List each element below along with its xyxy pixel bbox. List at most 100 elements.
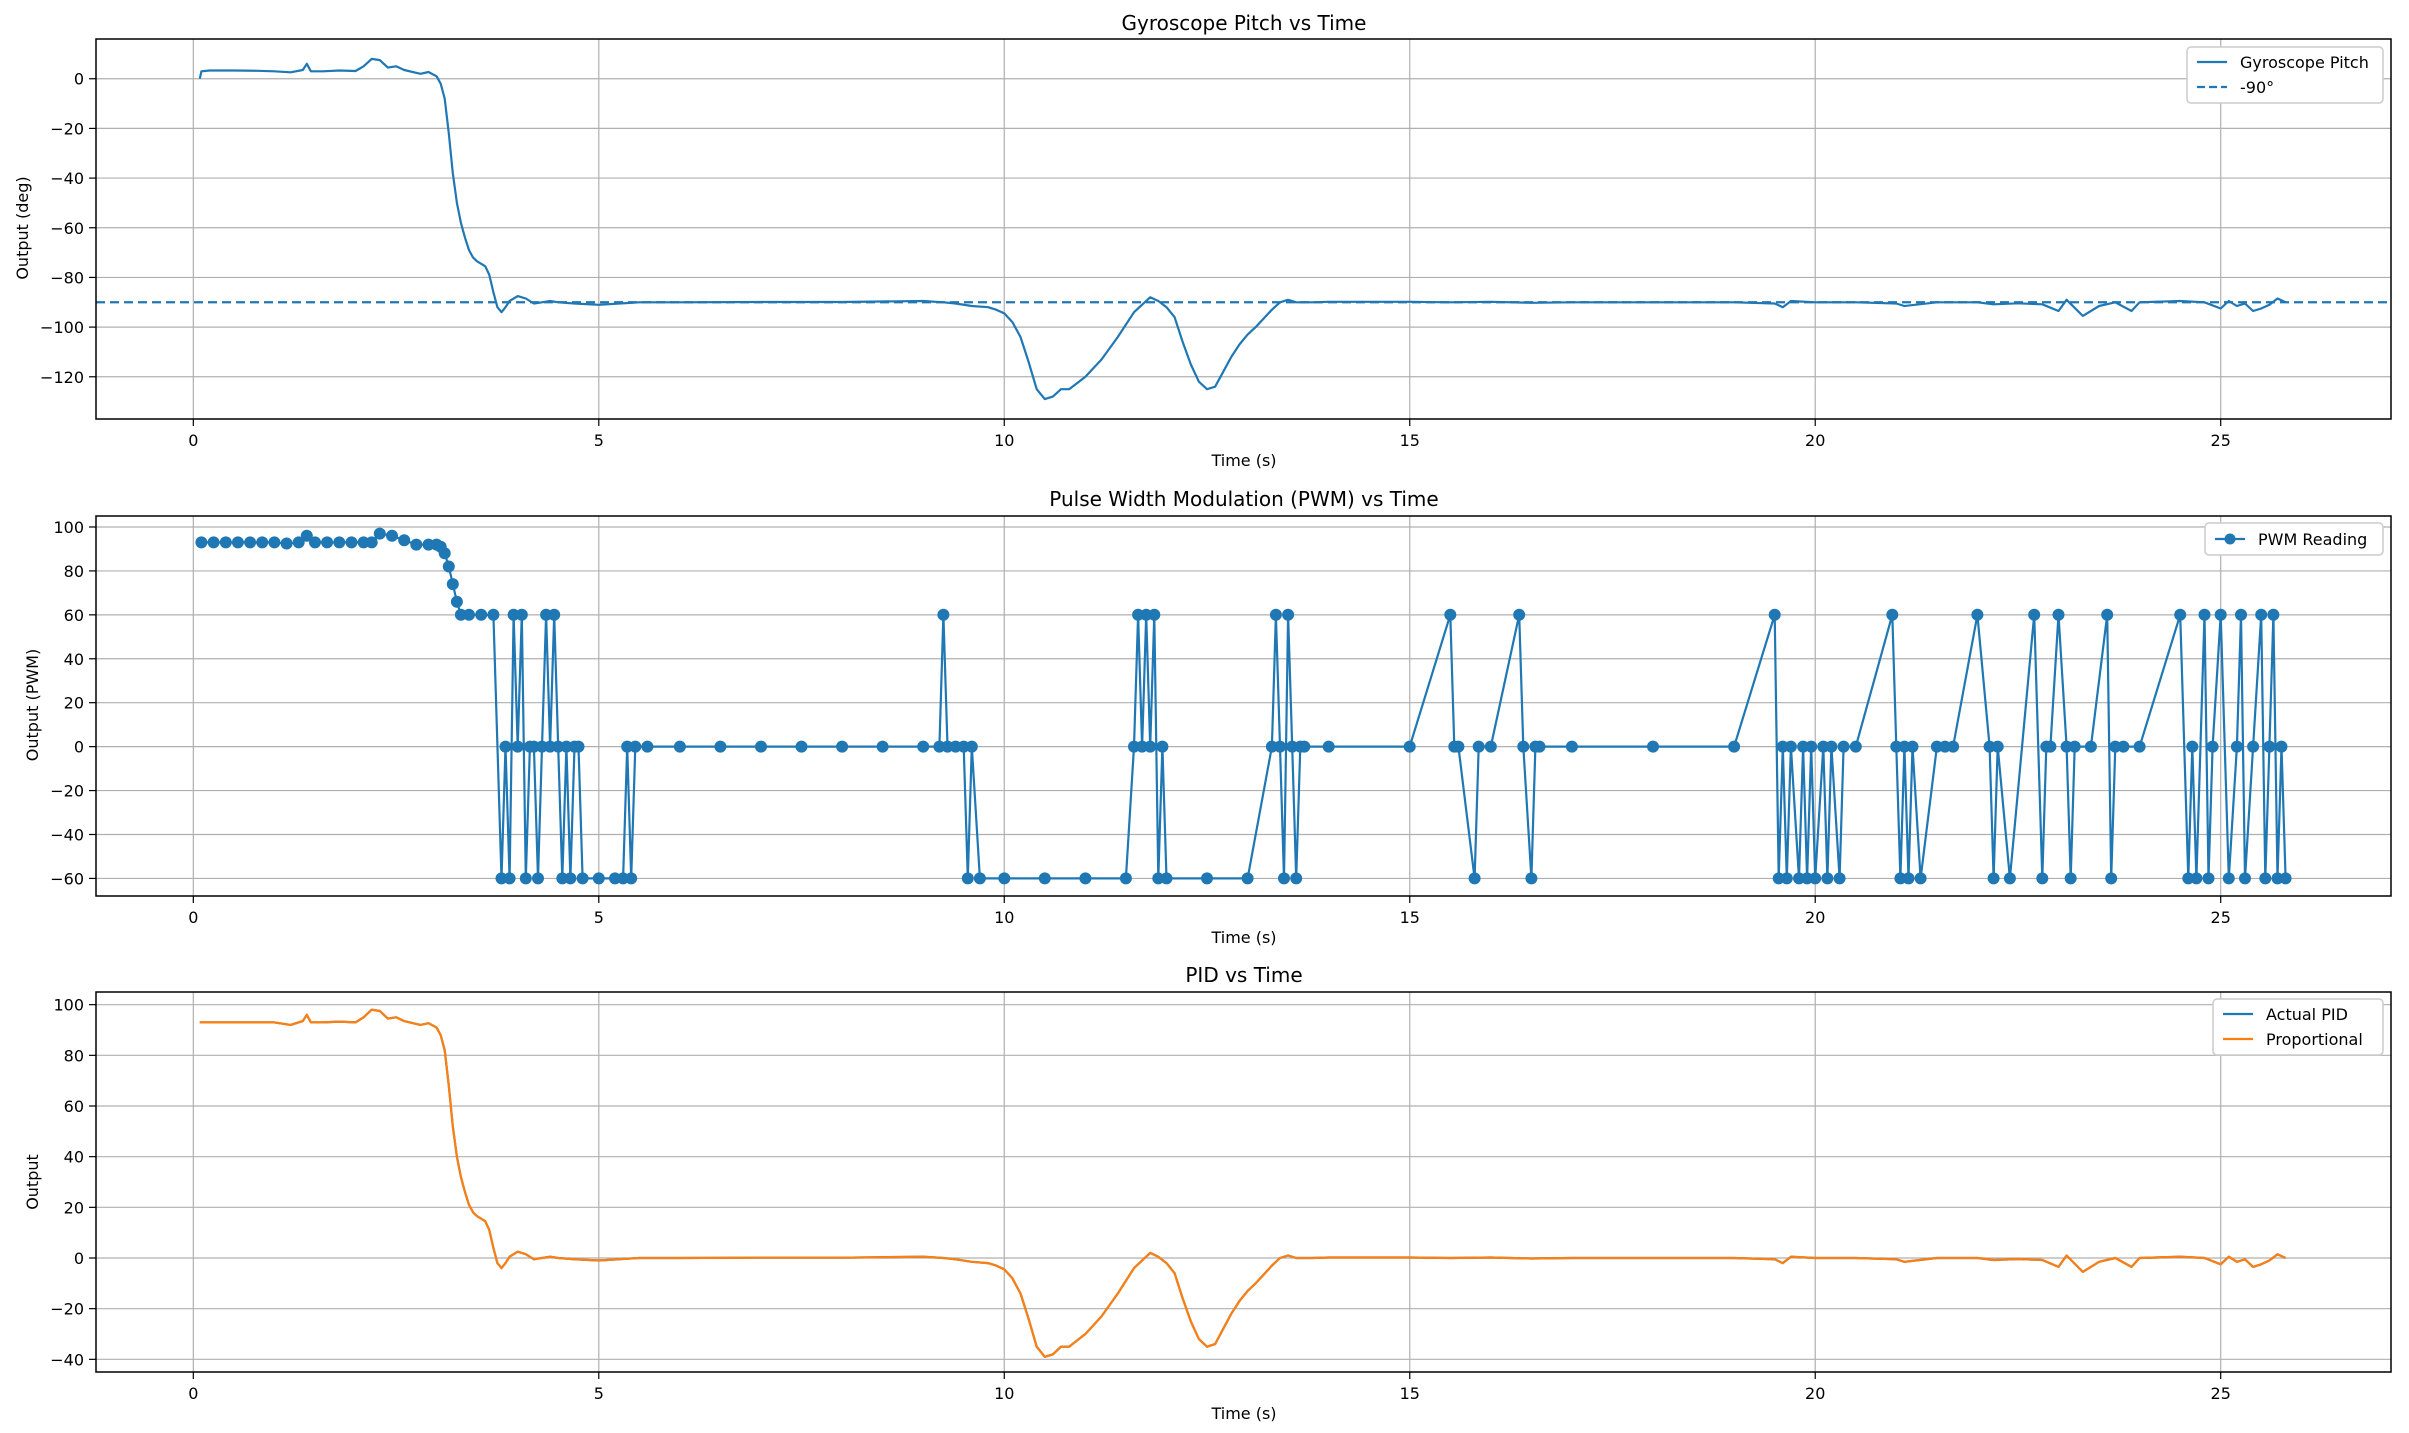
data-point-pwm-reading	[836, 740, 849, 753]
data-point-pwm-reading	[207, 536, 220, 549]
data-point-pwm-reading	[2263, 740, 2276, 753]
y-tick-label: 20	[64, 1198, 84, 1217]
legend-label-proportional: Proportional	[2266, 1030, 2363, 1049]
legend-marker-pwm-reading	[2224, 533, 2236, 545]
data-point-pwm-reading	[1947, 740, 1960, 753]
y-tick-label: 0	[74, 70, 84, 89]
y-axis-label: Output (PWM)	[23, 649, 42, 761]
x-tick-label: 0	[188, 1384, 198, 1403]
series-line-gyroscope-pitch	[198, 57, 2287, 401]
data-point-pwm-reading	[2186, 740, 2199, 753]
y-tick-label: −40	[50, 1350, 84, 1369]
data-point-pwm-reading	[1784, 740, 1797, 753]
data-point-pwm-reading	[398, 534, 411, 547]
plot-frame	[95, 991, 2392, 1373]
data-point-pwm-reading	[475, 608, 488, 621]
data-point-pwm-reading	[552, 740, 565, 753]
legend: Gyroscope Pitch -90°	[2186, 46, 2384, 104]
data-point-pwm-reading	[1160, 872, 1173, 885]
x-tick-label: 10	[994, 1384, 1014, 1403]
data-point-pwm-reading	[373, 527, 386, 540]
data-point-pwm-reading	[2279, 872, 2292, 885]
data-point-pwm-reading	[280, 537, 293, 550]
data-point-pwm-reading	[2174, 608, 2187, 621]
data-point-pwm-reading	[714, 740, 727, 753]
data-point-pwm-reading	[1987, 872, 2000, 885]
y-tick-label: 40	[64, 1148, 84, 1167]
data-point-pwm-reading	[673, 740, 686, 753]
data-point-pwm-reading	[1825, 740, 1838, 753]
legend-box	[2204, 522, 2384, 556]
data-point-pwm-reading	[503, 872, 516, 885]
data-point-pwm-reading	[1038, 872, 1051, 885]
data-point-pwm-reading	[1886, 608, 1899, 621]
y-tick-label: −120	[40, 368, 84, 387]
data-point-pwm-reading	[876, 740, 889, 753]
subplot-title: Pulse Width Modulation (PWM) vs Time	[1049, 487, 1438, 511]
legend-box	[2212, 998, 2384, 1056]
data-point-pwm-reading	[292, 536, 305, 549]
y-tick-label: −40	[50, 825, 84, 844]
x-axis-label: Time (s)	[1210, 1404, 1276, 1423]
data-point-pwm-reading	[1298, 740, 1311, 753]
data-point-pwm-reading	[1768, 608, 1781, 621]
data-point-pwm-reading	[1152, 872, 1165, 885]
data-point-pwm-reading	[515, 608, 528, 621]
data-point-pwm-reading	[1971, 608, 1984, 621]
y-tick-label: −20	[50, 782, 84, 801]
data-point-pwm-reading	[917, 740, 930, 753]
data-point-pwm-reading	[1201, 872, 1213, 885]
data-point-pwm-reading	[446, 578, 459, 591]
y-tick-label: −20	[50, 1300, 84, 1319]
data-point-pwm-reading	[973, 872, 986, 885]
x-tick-label: 20	[1805, 1384, 1825, 1403]
data-point-pwm-reading	[1484, 740, 1497, 753]
y-tick-label: 80	[64, 1046, 84, 1065]
x-tick-label: 25	[2211, 431, 2231, 450]
data-point-pwm-reading	[1525, 872, 1538, 885]
data-point-pwm-reading	[2028, 608, 2041, 621]
x-tick-label: 5	[594, 908, 604, 927]
data-point-pwm-reading	[572, 740, 585, 753]
data-point-pwm-reading	[365, 536, 378, 549]
x-tick-label: 25	[2211, 908, 2231, 927]
data-point-pwm-reading	[2239, 872, 2251, 885]
data-point-pwm-reading	[2230, 740, 2243, 753]
data-point-pwm-reading	[1241, 872, 1254, 885]
data-point-pwm-reading	[961, 872, 974, 885]
legend-label-gyroscope-pitch: Gyroscope Pitch	[2240, 53, 2369, 72]
data-point-pwm-reading	[2133, 740, 2146, 753]
data-point-pwm-reading	[1144, 740, 1157, 753]
y-axis-label: Output	[23, 1154, 42, 1210]
data-point-pwm-reading	[1290, 872, 1303, 885]
data-point-pwm-reading	[1472, 740, 1485, 753]
data-point-pwm-reading	[1119, 872, 1132, 885]
legend: PWM Reading	[2204, 522, 2384, 556]
y-tick-label: 80	[64, 562, 84, 581]
data-point-pwm-reading	[1452, 740, 1465, 753]
data-point-pwm-reading	[450, 595, 463, 608]
data-point-pwm-reading	[442, 560, 455, 573]
data-point-pwm-reading	[2052, 608, 2065, 621]
data-point-pwm-reading	[1849, 740, 1862, 753]
x-tick-label: 15	[1400, 431, 1420, 450]
data-point-pwm-reading	[532, 872, 544, 885]
data-point-pwm-reading	[1322, 740, 1335, 753]
data-point-pwm-reading	[2235, 608, 2247, 621]
x-tick-label: 10	[994, 431, 1014, 450]
data-point-pwm-reading	[1517, 740, 1530, 753]
subplot-title: Gyroscope Pitch vs Time	[1122, 11, 1367, 35]
x-tick-label: 20	[1805, 908, 1825, 927]
y-tick-label: 20	[64, 694, 84, 713]
legend-box	[2186, 46, 2384, 104]
x-tick-label: 15	[1400, 1384, 1420, 1403]
series-line-proportional	[199, 1008, 2287, 1358]
y-tick-label: 60	[64, 606, 84, 625]
data-point-pwm-reading	[629, 740, 642, 753]
data-point-pwm-reading	[1809, 872, 1822, 885]
y-tick-label: −60	[50, 869, 84, 888]
x-tick-label: 5	[594, 1384, 604, 1403]
data-point-pwm-reading	[309, 536, 321, 549]
data-point-pwm-reading	[219, 536, 232, 549]
data-point-pwm-reading	[2003, 872, 2016, 885]
